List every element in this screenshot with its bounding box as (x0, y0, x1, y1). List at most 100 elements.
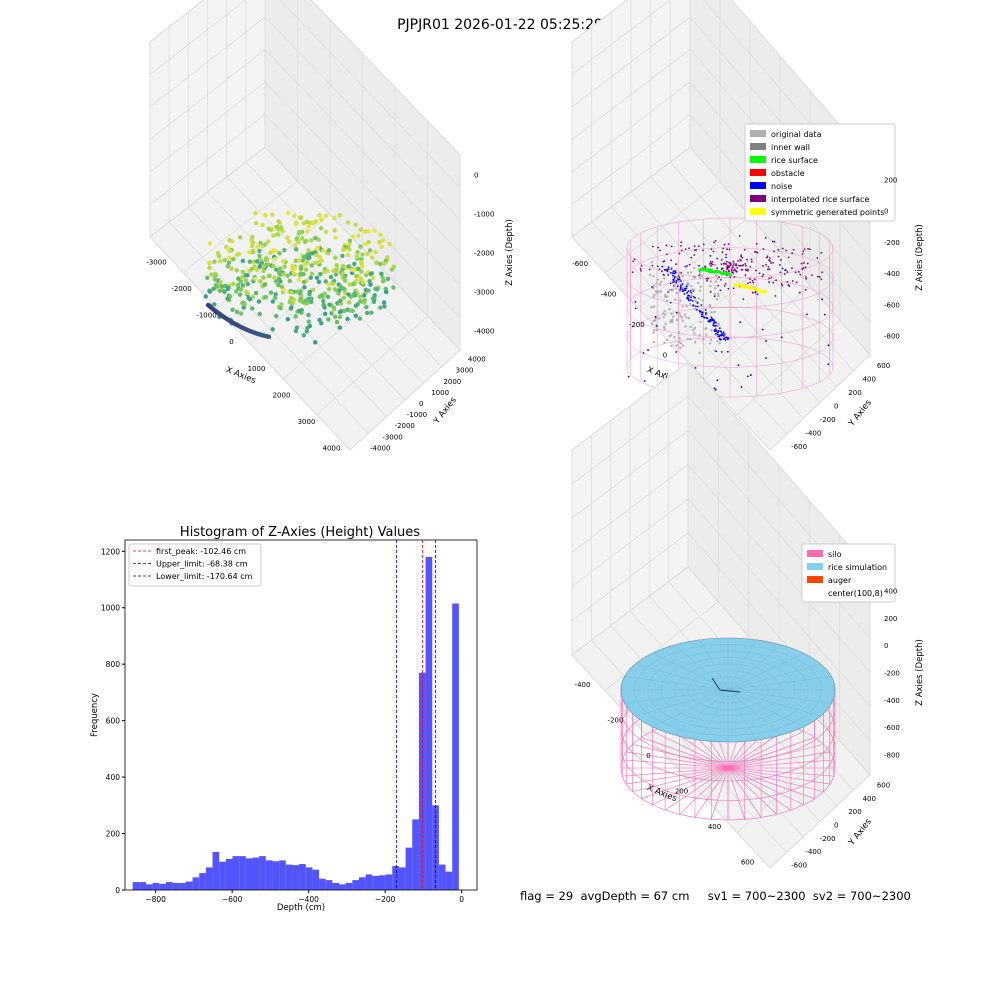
data-point (347, 247, 352, 252)
interpolated-point (725, 274, 728, 277)
noise-point (715, 332, 717, 335)
original-point (717, 323, 720, 327)
data-point (246, 295, 251, 301)
data-point (261, 275, 266, 280)
original-point (675, 291, 679, 295)
interpolated-point (725, 268, 728, 271)
rice-mesh-spoke (727, 676, 832, 691)
data-point (360, 252, 365, 257)
interpolated-point (633, 258, 636, 261)
interpolated-point (725, 253, 728, 256)
noise-point (681, 283, 684, 285)
data-point (261, 268, 266, 274)
data-point (276, 219, 281, 224)
data-point (323, 279, 328, 284)
noise-point (694, 305, 697, 308)
data-point (247, 259, 253, 264)
histogram-bar (232, 856, 240, 890)
noise-point (695, 308, 698, 311)
data-point (219, 284, 225, 289)
noise-point (685, 285, 688, 288)
interpolated-point (816, 275, 819, 278)
legend-swatch (750, 182, 766, 189)
interpolated-point (806, 262, 809, 265)
original-point (713, 293, 716, 296)
data-point (296, 239, 301, 245)
histogram-bar (285, 864, 293, 890)
histogram-bar (405, 847, 413, 890)
noise-point (827, 363, 830, 366)
interpolated-point (781, 284, 784, 287)
noise-point (688, 299, 690, 302)
interpolated-point (741, 264, 743, 267)
data-point (323, 229, 329, 235)
noise-point (700, 313, 703, 316)
original-point (671, 288, 675, 291)
x-tick-label: 400 (708, 823, 721, 831)
data-point (368, 271, 373, 277)
histogram-bar (145, 884, 153, 890)
noise-point (681, 288, 684, 291)
data-point (306, 296, 312, 302)
noise-point (768, 281, 770, 283)
data-point (229, 266, 234, 271)
grid-line (689, 146, 871, 356)
interpolated-point (747, 268, 749, 271)
data-point (322, 305, 327, 310)
grid-line (149, 0, 246, 75)
interpolated-point (657, 246, 660, 249)
interpolated-point (732, 260, 735, 263)
rice-mesh-spoke (727, 689, 832, 704)
data-point (245, 290, 250, 296)
data-point (380, 238, 386, 243)
x-tick-label: -600 (572, 260, 588, 268)
interpolated-point (669, 282, 672, 285)
original-point (692, 275, 695, 278)
data-point (368, 282, 373, 287)
original-point (686, 337, 690, 341)
noise-point (716, 333, 719, 336)
silo-floor-spoke (622, 767, 729, 777)
z-tick-label: 0 (884, 208, 888, 216)
interpolated-point (786, 271, 789, 273)
data-point (346, 264, 351, 269)
interpolated-point (680, 241, 683, 244)
interpolated-point (762, 265, 764, 267)
noise-point (714, 328, 717, 331)
interpolated-point (734, 269, 737, 272)
interpolated-point (651, 245, 654, 248)
interpolated-point (781, 247, 784, 250)
data-point (222, 257, 227, 263)
interpolated-point (714, 239, 717, 242)
data-point (250, 234, 255, 240)
data-point (270, 212, 275, 217)
histogram-bar (252, 857, 260, 890)
noise-point (723, 337, 726, 340)
data-point (310, 221, 315, 226)
data-point (374, 260, 379, 265)
noise-point (678, 278, 681, 281)
data-point (267, 273, 272, 278)
original-point (664, 295, 667, 299)
data-point (225, 286, 230, 292)
data-point (260, 222, 265, 228)
original-point (652, 275, 655, 278)
noise-point (642, 352, 645, 354)
data-point (250, 248, 256, 254)
interpolated-point (711, 263, 714, 266)
interpolated-point (686, 264, 688, 267)
noise-point (713, 387, 716, 390)
interpolated-point (662, 260, 665, 263)
y-tick-label: -400 (805, 848, 821, 856)
interpolated-point (755, 242, 758, 245)
interpolated-point (712, 250, 715, 253)
data-point (222, 289, 227, 294)
legend-frame (744, 123, 896, 222)
interpolated-point (770, 262, 772, 264)
original-point (653, 293, 656, 296)
data-point (340, 253, 345, 259)
noise-point (701, 315, 704, 318)
histogram-bar (345, 882, 353, 890)
interpolated-point (639, 268, 642, 270)
interpolated-point (728, 248, 731, 251)
